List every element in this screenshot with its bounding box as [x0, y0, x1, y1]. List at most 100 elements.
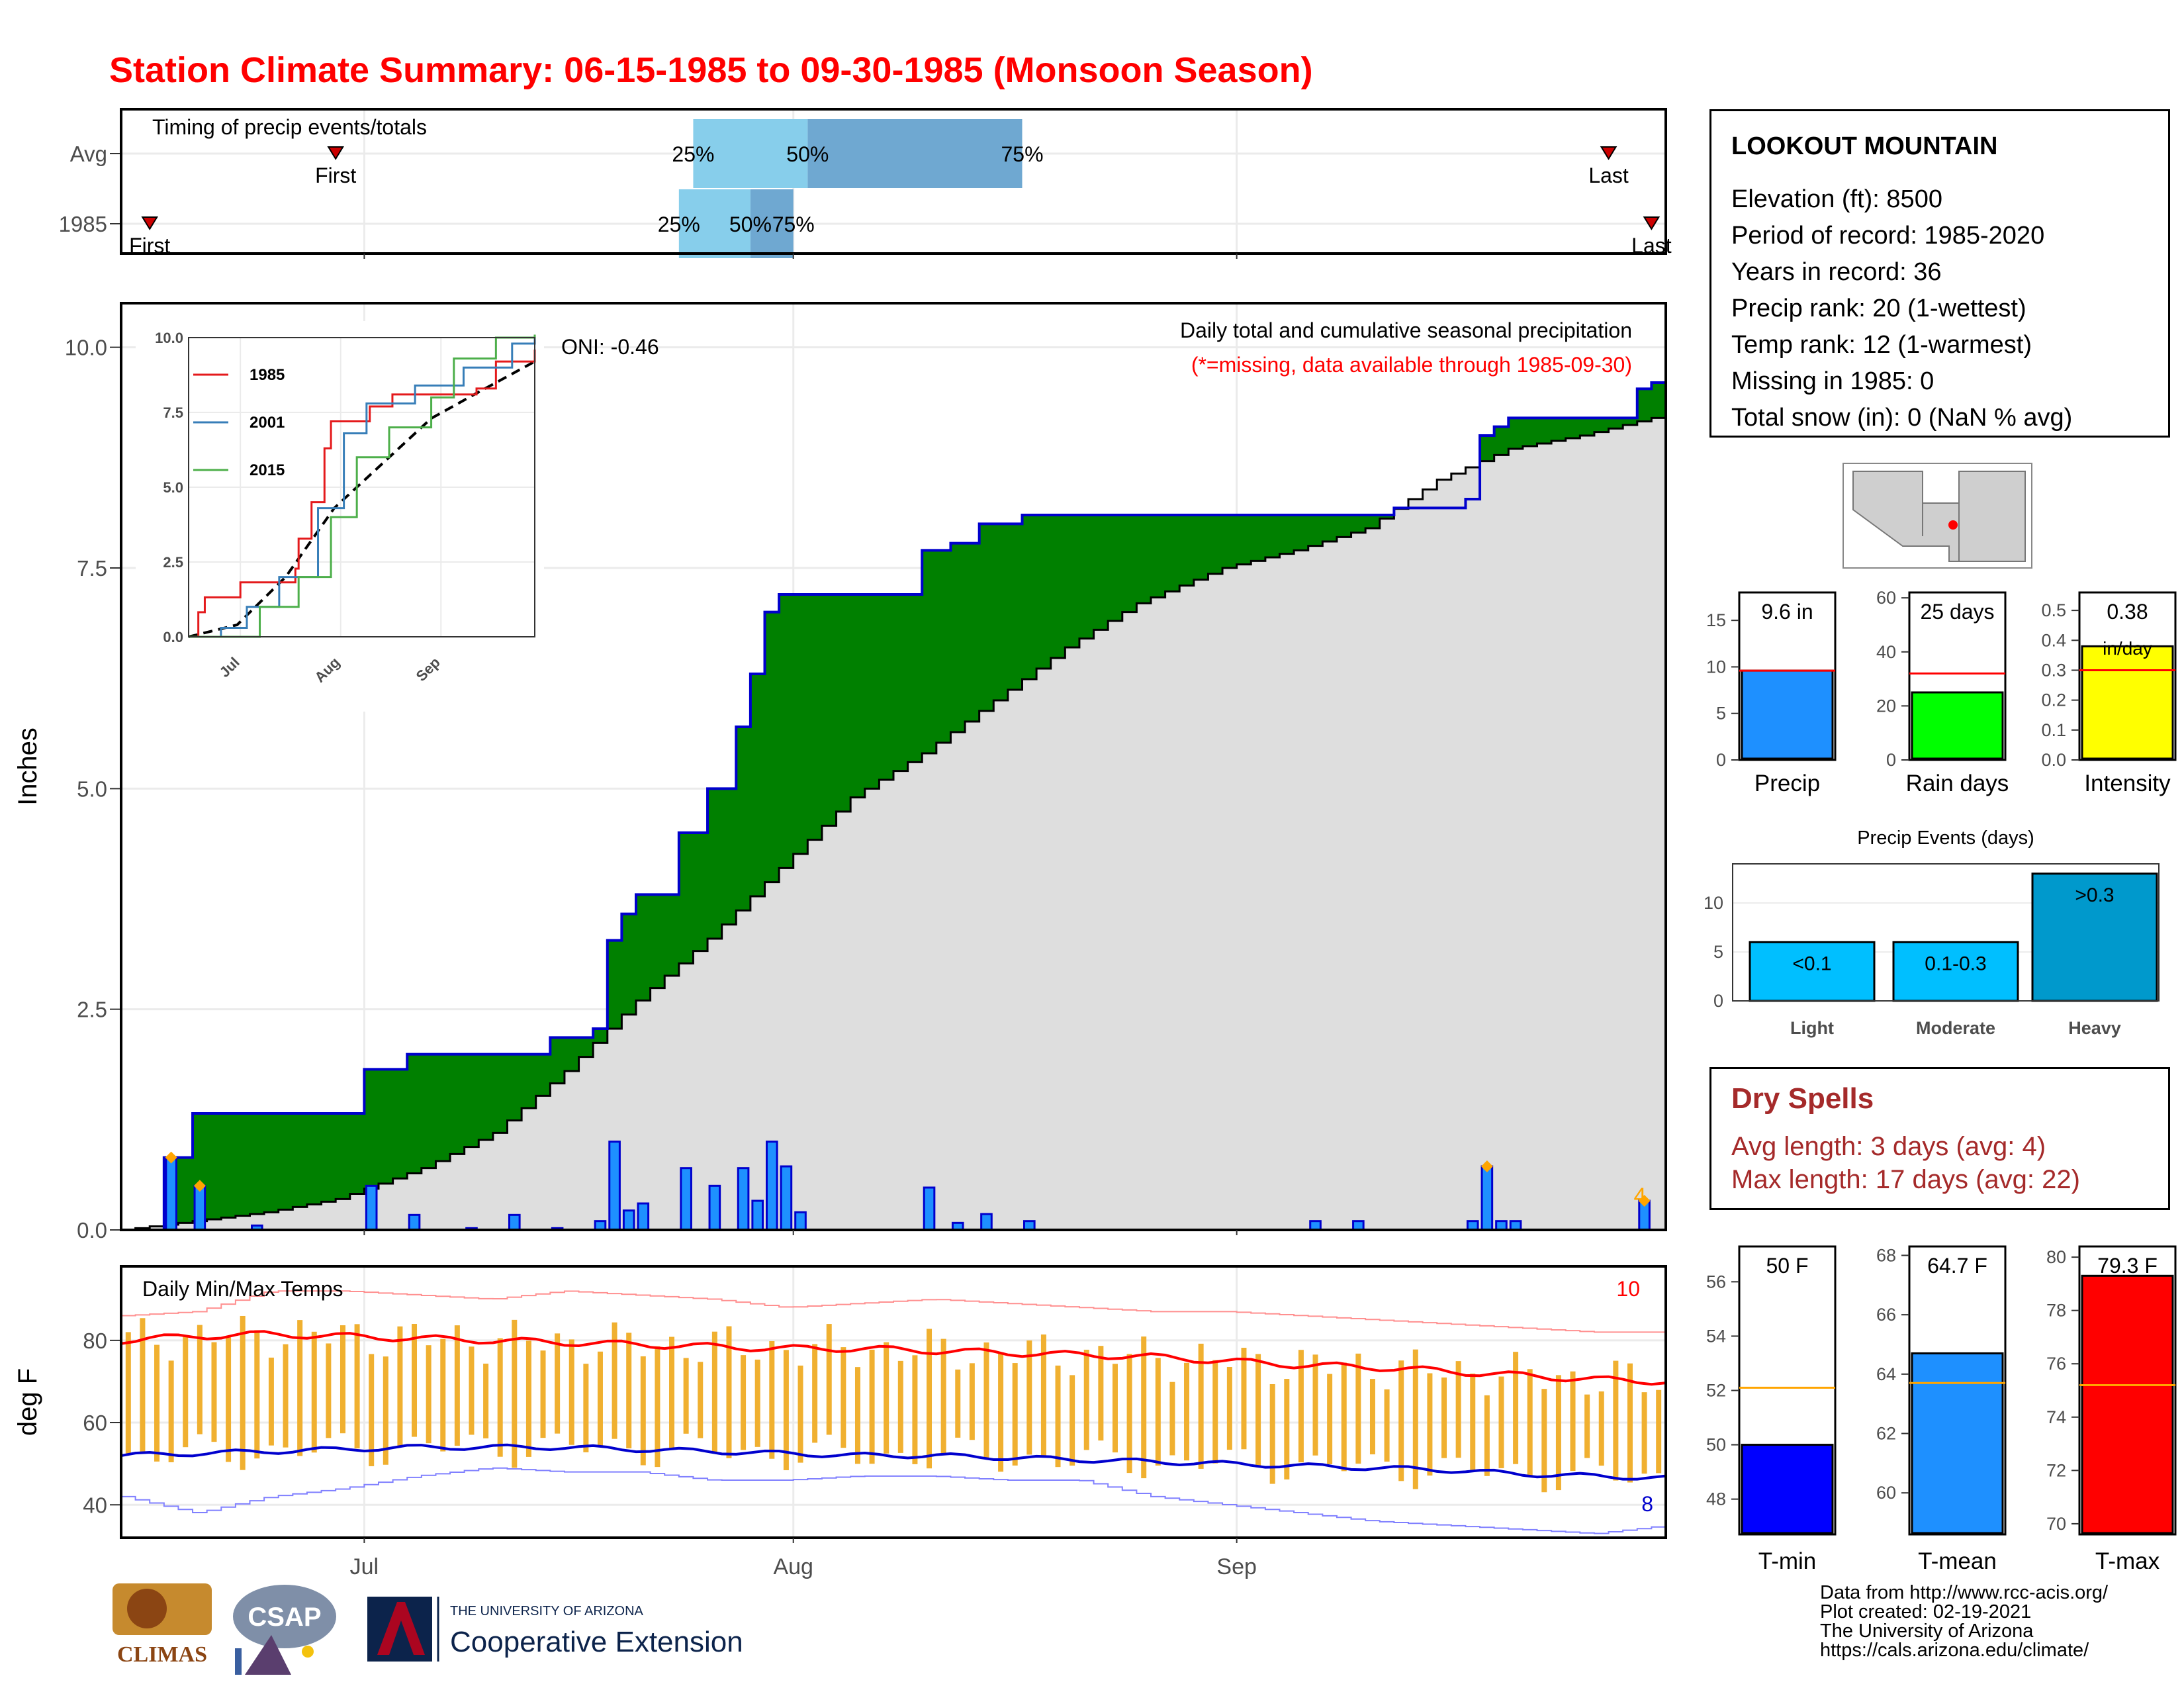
temps-daily-range-bar — [1513, 1352, 1519, 1464]
temps-daily-range-bar — [1527, 1369, 1533, 1477]
temps-avg-low-line — [120, 1443, 1666, 1481]
timing-q50-75-bar — [750, 189, 794, 258]
mini-y-tick-label: 5 — [1716, 704, 1726, 724]
precip-daily-bar — [980, 1213, 993, 1231]
precip-daily-bar — [737, 1167, 750, 1231]
mini-y-tick-label: 20 — [1876, 696, 1896, 716]
temps-title: Daily Min/Max Temps — [142, 1277, 343, 1301]
mini-y-tick-label: 0.5 — [2041, 600, 2066, 620]
precip-extreme-marker — [1480, 1160, 1493, 1172]
mini-value-label: 0.38 — [2107, 600, 2148, 624]
temps-record-low-count: 8 — [1641, 1492, 1653, 1516]
ua-logo: THE UNIVERSITY OF ARIZONA Cooperative Ex… — [367, 1597, 743, 1662]
timing-last-marker — [1643, 216, 1661, 230]
temps-record-low-line — [121, 1467, 1666, 1534]
temps-daily-range-bar — [626, 1333, 632, 1448]
mini-y-tick-label: 68 — [1876, 1245, 1896, 1265]
precip-daily-bar — [780, 1165, 793, 1231]
mini-y-tick-label: 0.2 — [2041, 690, 2066, 710]
mini-category-label: T-max — [2095, 1548, 2160, 1574]
timing-q25-label: 25% — [658, 212, 700, 236]
temps-daily-range-bar — [1069, 1375, 1075, 1466]
temps-daily-range-bar — [240, 1315, 246, 1470]
mini-y-tick-label: 52 — [1706, 1381, 1726, 1401]
station-precip-rank: Precip rank: 20 (1-wettest) — [1731, 295, 2026, 322]
inset-y-tick-label: 5.0 — [163, 479, 183, 496]
temps-daily-range-bar — [469, 1346, 475, 1435]
temps-daily-range-bar — [1613, 1360, 1619, 1481]
inset-y-tick-label: 0.0 — [163, 629, 183, 645]
temps-daily-range-bar — [1212, 1360, 1218, 1464]
temps-daily-range-bar — [1169, 1382, 1175, 1456]
mini-value-label: 9.6 in — [1761, 600, 1813, 624]
credit-line: Data from http://www.rcc-acis.org/ — [1820, 1582, 2109, 1603]
temps-border — [120, 1265, 1667, 1539]
inset-series-line — [189, 350, 536, 638]
inset-y-tick-label: 7.5 — [163, 404, 183, 421]
events-category-label: Moderate — [1916, 1018, 1995, 1038]
temps-record-high-line — [121, 1290, 1666, 1333]
temps-daily-range-bar — [383, 1356, 388, 1465]
mini-y-tick-label: 0.4 — [2041, 630, 2066, 650]
precip-subtitle: (*=missing, data available through 1985-… — [1191, 353, 1632, 377]
temps-daily-range-bar — [426, 1345, 432, 1444]
precip-daily-bar — [637, 1202, 650, 1231]
temps-x-tick-label: Sep — [1216, 1554, 1257, 1579]
dry-spells-title: Dry Spells — [1731, 1082, 1874, 1115]
temps-y-tick-label: 60 — [83, 1411, 107, 1435]
temps-daily-range-bar — [326, 1343, 332, 1438]
precip-daily-bar — [794, 1211, 807, 1231]
temps-daily-range-bar — [1570, 1371, 1576, 1472]
temps-daily-range-bar — [1126, 1354, 1132, 1474]
events-bin-label: 0.1-0.3 — [1925, 953, 1986, 974]
station-elevation: Elevation (ft): 8500 — [1731, 185, 1942, 213]
mini-value-sublabel: in/day — [2103, 638, 2152, 659]
temps-daily-range-bar — [1541, 1389, 1547, 1493]
inset-series-line — [189, 334, 536, 638]
mini-y-tick-label: 74 — [2046, 1407, 2066, 1427]
precip-daily-bar — [193, 1184, 206, 1231]
temps-daily-range-bar — [497, 1338, 503, 1457]
temps-record-high-count: 10 — [1616, 1277, 1640, 1301]
temps-daily-range-bar — [1341, 1362, 1347, 1472]
precip-daily-bar — [608, 1141, 621, 1231]
mini-category-label: T-mean — [1918, 1548, 1997, 1574]
mini-category-label: Precip — [1754, 771, 1820, 796]
temps-daily-range-bar — [1470, 1374, 1476, 1471]
mini-value-label: 79.3 F — [2097, 1254, 2158, 1278]
mini-y-tick-label: 56 — [1706, 1272, 1726, 1291]
temps-daily-range-bar — [711, 1331, 717, 1454]
mini-value-bar — [1911, 1352, 2004, 1534]
temps-daily-range-bar — [540, 1350, 546, 1438]
precip-daily-bar — [508, 1213, 521, 1231]
temps-daily-range-bar — [369, 1354, 375, 1466]
events-category-label: Heavy — [2068, 1018, 2121, 1038]
station-name: LOOKOUT MOUNTAIN — [1731, 132, 1998, 160]
temps-daily-range-bar — [1098, 1346, 1104, 1441]
inset-legend-label: 1985 — [250, 366, 285, 384]
temps-daily-range-bar — [841, 1347, 846, 1448]
events-panel: Precip Events (days) 0 5 10 <0.1 Light 0.1-0.3… — [1704, 827, 2160, 1038]
temps-daily-range-bar — [1026, 1340, 1032, 1455]
climas-logo-text: CLIMAS — [117, 1642, 207, 1667]
dry-spells-max: Max length: 17 days (avg: 22) — [1731, 1165, 2080, 1194]
temps-daily-range-bar — [1298, 1350, 1304, 1463]
inset-y-tick-label: 2.5 — [163, 554, 183, 571]
temps-daily-range-bar — [1656, 1389, 1662, 1474]
temps-daily-range-bar — [1455, 1361, 1461, 1458]
mini-y-tick-label: 60 — [1876, 588, 1896, 608]
temps-daily-range-bar — [483, 1363, 489, 1438]
timing-q50-label: 50% — [729, 212, 772, 236]
mini-y-tick-label: 64 — [1876, 1364, 1896, 1384]
temps-daily-range-bar — [769, 1341, 775, 1459]
timing-row-label: Avg — [70, 142, 107, 166]
mini-y-tick-label: 66 — [1876, 1305, 1896, 1325]
precip-y-tick-label: 2.5 — [77, 998, 107, 1022]
temps-daily-range-bar — [1484, 1395, 1490, 1476]
temps-daily-range-bar — [1083, 1349, 1089, 1450]
temps-daily-range-bar — [1498, 1376, 1504, 1468]
temps-daily-range-bar — [1598, 1391, 1604, 1466]
temps-daily-range-bar — [1226, 1367, 1232, 1450]
